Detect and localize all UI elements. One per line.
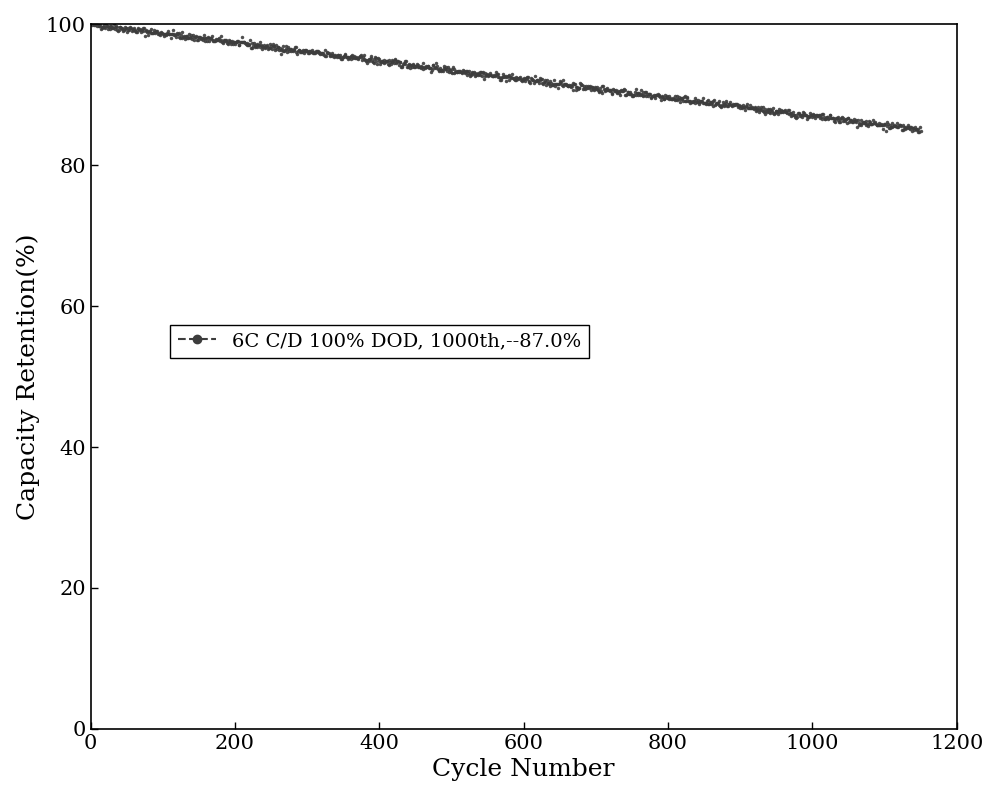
Legend: 6C C/D 100% DOD, 1000th,--87.0%: 6C C/D 100% DOD, 1000th,--87.0%: [170, 325, 589, 358]
X-axis label: Cycle Number: Cycle Number: [432, 758, 615, 781]
Y-axis label: Capacity Retention(%): Capacity Retention(%): [17, 233, 40, 519]
